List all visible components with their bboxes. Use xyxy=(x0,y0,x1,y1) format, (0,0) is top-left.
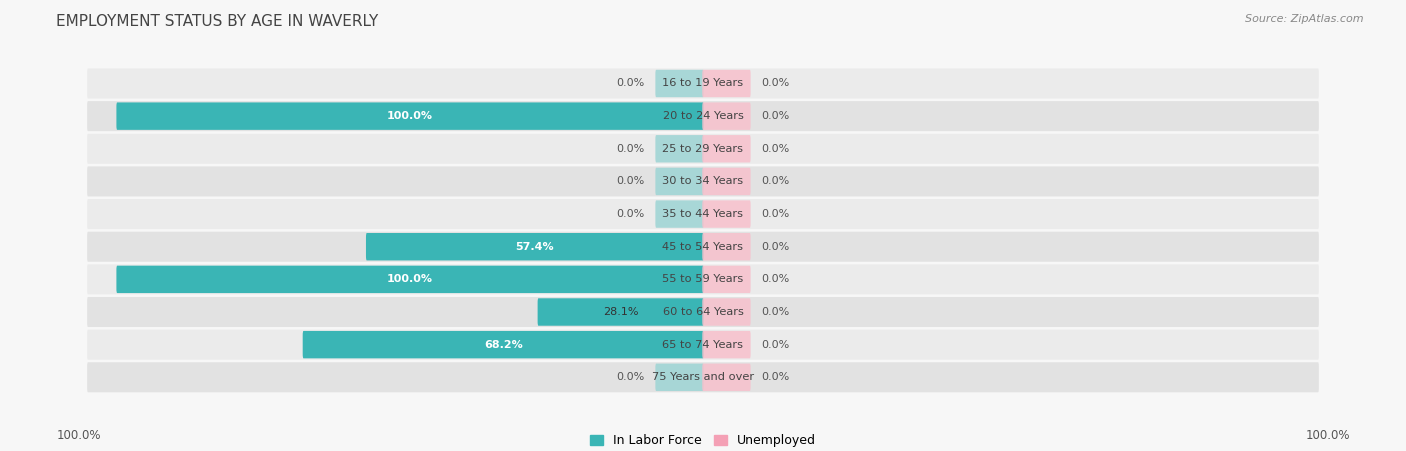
FancyBboxPatch shape xyxy=(655,70,704,97)
Text: 100.0%: 100.0% xyxy=(56,429,101,442)
Text: 100.0%: 100.0% xyxy=(387,111,433,121)
Text: 16 to 19 Years: 16 to 19 Years xyxy=(662,78,744,88)
Text: 25 to 29 Years: 25 to 29 Years xyxy=(662,144,744,154)
FancyBboxPatch shape xyxy=(702,200,751,228)
Text: 28.1%: 28.1% xyxy=(603,307,638,317)
FancyBboxPatch shape xyxy=(655,364,704,391)
Text: 0.0%: 0.0% xyxy=(762,111,790,121)
FancyBboxPatch shape xyxy=(702,298,751,326)
FancyBboxPatch shape xyxy=(537,298,704,326)
FancyBboxPatch shape xyxy=(655,200,704,228)
Text: 0.0%: 0.0% xyxy=(762,307,790,317)
FancyBboxPatch shape xyxy=(87,232,1319,262)
FancyBboxPatch shape xyxy=(702,70,751,97)
Text: 65 to 74 Years: 65 to 74 Years xyxy=(662,340,744,350)
FancyBboxPatch shape xyxy=(87,362,1319,392)
FancyBboxPatch shape xyxy=(302,331,704,359)
FancyBboxPatch shape xyxy=(87,134,1319,164)
Text: 45 to 54 Years: 45 to 54 Years xyxy=(662,242,744,252)
FancyBboxPatch shape xyxy=(702,102,751,130)
Text: 60 to 64 Years: 60 to 64 Years xyxy=(662,307,744,317)
Text: 0.0%: 0.0% xyxy=(762,242,790,252)
FancyBboxPatch shape xyxy=(87,101,1319,131)
Text: 0.0%: 0.0% xyxy=(616,78,644,88)
FancyBboxPatch shape xyxy=(117,102,704,130)
Text: 0.0%: 0.0% xyxy=(762,144,790,154)
FancyBboxPatch shape xyxy=(87,69,1319,98)
FancyBboxPatch shape xyxy=(702,266,751,293)
Text: 100.0%: 100.0% xyxy=(1305,429,1350,442)
FancyBboxPatch shape xyxy=(702,364,751,391)
FancyBboxPatch shape xyxy=(87,264,1319,295)
Text: 0.0%: 0.0% xyxy=(762,78,790,88)
Text: 0.0%: 0.0% xyxy=(762,372,790,382)
Text: 0.0%: 0.0% xyxy=(762,274,790,285)
Text: 35 to 44 Years: 35 to 44 Years xyxy=(662,209,744,219)
Text: 0.0%: 0.0% xyxy=(762,340,790,350)
Text: 0.0%: 0.0% xyxy=(762,209,790,219)
Text: 0.0%: 0.0% xyxy=(616,176,644,186)
Text: 75 Years and over: 75 Years and over xyxy=(652,372,754,382)
FancyBboxPatch shape xyxy=(366,233,704,260)
Text: 100.0%: 100.0% xyxy=(387,274,433,285)
Legend: In Labor Force, Unemployed: In Labor Force, Unemployed xyxy=(585,429,821,451)
Text: 20 to 24 Years: 20 to 24 Years xyxy=(662,111,744,121)
Text: 0.0%: 0.0% xyxy=(616,209,644,219)
FancyBboxPatch shape xyxy=(655,168,704,195)
Text: 0.0%: 0.0% xyxy=(616,372,644,382)
FancyBboxPatch shape xyxy=(87,166,1319,197)
Text: 68.2%: 68.2% xyxy=(484,340,523,350)
FancyBboxPatch shape xyxy=(87,199,1319,229)
FancyBboxPatch shape xyxy=(87,330,1319,359)
FancyBboxPatch shape xyxy=(655,135,704,162)
Text: 30 to 34 Years: 30 to 34 Years xyxy=(662,176,744,186)
FancyBboxPatch shape xyxy=(87,297,1319,327)
FancyBboxPatch shape xyxy=(117,266,704,293)
Text: 0.0%: 0.0% xyxy=(762,176,790,186)
FancyBboxPatch shape xyxy=(702,168,751,195)
FancyBboxPatch shape xyxy=(702,233,751,260)
Text: 0.0%: 0.0% xyxy=(616,144,644,154)
Text: Source: ZipAtlas.com: Source: ZipAtlas.com xyxy=(1246,14,1364,23)
Text: 55 to 59 Years: 55 to 59 Years xyxy=(662,274,744,285)
Text: 57.4%: 57.4% xyxy=(516,242,554,252)
FancyBboxPatch shape xyxy=(702,135,751,162)
Text: EMPLOYMENT STATUS BY AGE IN WAVERLY: EMPLOYMENT STATUS BY AGE IN WAVERLY xyxy=(56,14,378,28)
FancyBboxPatch shape xyxy=(702,331,751,359)
